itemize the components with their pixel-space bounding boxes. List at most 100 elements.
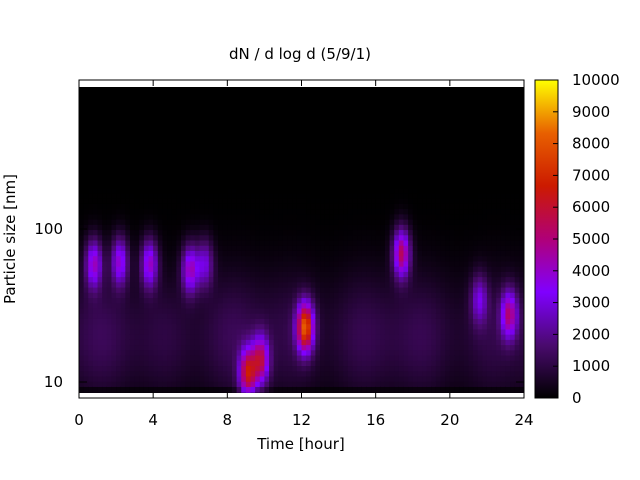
heatmap-cell xyxy=(287,177,293,183)
heatmap-cell xyxy=(398,344,405,351)
heatmap-cell xyxy=(190,198,196,204)
heatmap-cell xyxy=(171,386,177,393)
heatmap-cell xyxy=(412,166,418,173)
heatmap-cell xyxy=(194,245,201,251)
heatmap-cell xyxy=(371,365,377,372)
heatmap-cell xyxy=(301,239,307,246)
heatmap-cell xyxy=(176,224,182,231)
heatmap-cell xyxy=(227,187,233,194)
heatmap-cell xyxy=(357,87,363,89)
heatmap-cell xyxy=(422,198,428,204)
heatmap-cell xyxy=(435,307,442,314)
heatmap-cell xyxy=(231,103,238,110)
heatmap-cell xyxy=(310,266,317,272)
heatmap-cell xyxy=(422,234,428,241)
heatmap-cell xyxy=(431,339,437,346)
heatmap-cell xyxy=(245,370,252,377)
heatmap-cell xyxy=(106,297,113,304)
heatmap-cell xyxy=(454,381,460,387)
heatmap-cell xyxy=(273,109,279,115)
heatmap-cell xyxy=(431,260,437,267)
heatmap-cell xyxy=(371,218,377,225)
heatmap-cell xyxy=(162,124,168,131)
heatmap-cell xyxy=(180,365,187,372)
heatmap-cell xyxy=(185,292,191,299)
heatmap-cell xyxy=(199,213,205,220)
heatmap-cell xyxy=(426,130,432,136)
heatmap-cell xyxy=(380,318,386,325)
heatmap-cell xyxy=(143,109,150,115)
heatmap-cell xyxy=(79,213,85,220)
heatmap-cell xyxy=(83,323,89,330)
heatmap-cell xyxy=(398,250,405,257)
heatmap-cell xyxy=(120,349,126,356)
heatmap-cell xyxy=(199,151,205,157)
heatmap-cell xyxy=(269,334,275,340)
heatmap-cell xyxy=(310,224,317,231)
heatmap-cell xyxy=(408,349,414,356)
heatmap-cell xyxy=(157,151,164,157)
heatmap-cell xyxy=(176,124,182,131)
heatmap-cell xyxy=(153,98,159,105)
heatmap-cell xyxy=(417,381,423,387)
heatmap-cell xyxy=(218,292,224,299)
heatmap-cell xyxy=(273,365,279,372)
heatmap-cell xyxy=(92,370,99,377)
heatmap-cell xyxy=(116,245,122,251)
heatmap-cell xyxy=(227,375,233,382)
heatmap-cell xyxy=(227,218,233,225)
heatmap-cell xyxy=(162,208,168,215)
heatmap-cell xyxy=(454,88,460,95)
heatmap-cell xyxy=(245,260,252,267)
heatmap-cell xyxy=(343,187,349,194)
heatmap-cell xyxy=(324,271,330,278)
heatmap-cell xyxy=(116,354,122,361)
heatmap-cell xyxy=(366,229,372,236)
heatmap-cell xyxy=(129,245,136,251)
heatmap-cell xyxy=(162,88,168,95)
heatmap-cell xyxy=(153,328,159,335)
heatmap-cell xyxy=(394,323,400,330)
heatmap-cell xyxy=(148,229,154,236)
heatmap-cell xyxy=(264,307,270,314)
heatmap-cell xyxy=(120,302,126,309)
heatmap-cell xyxy=(403,334,409,340)
heatmap-cell xyxy=(194,88,201,95)
heatmap-cell xyxy=(111,354,117,361)
heatmap-cell xyxy=(97,124,103,131)
heatmap-cell xyxy=(398,171,405,178)
heatmap-cell xyxy=(153,119,159,126)
heatmap-cell xyxy=(79,124,85,131)
heatmap-cell xyxy=(167,245,173,251)
heatmap-cell xyxy=(199,192,205,199)
heatmap-cell xyxy=(282,391,289,393)
heatmap-cell xyxy=(384,292,391,299)
heatmap-cell xyxy=(417,375,423,382)
heatmap-cell xyxy=(440,391,446,393)
heatmap-cell xyxy=(403,208,409,215)
heatmap-cell xyxy=(343,135,349,142)
heatmap-cell xyxy=(129,203,136,210)
heatmap-cell xyxy=(199,255,205,262)
heatmap-cell xyxy=(278,360,284,367)
heatmap-cell xyxy=(380,391,386,393)
heatmap-cell xyxy=(398,354,405,361)
heatmap-cell xyxy=(92,229,99,236)
heatmap-cell xyxy=(92,266,99,272)
heatmap-cell xyxy=(171,98,177,105)
heatmap-cell xyxy=(338,161,344,168)
heatmap-cell xyxy=(273,171,279,178)
heatmap-cell xyxy=(394,119,400,126)
heatmap-cell xyxy=(204,229,210,236)
heatmap-cell xyxy=(389,323,395,330)
heatmap-cell xyxy=(241,239,247,246)
heatmap-cell xyxy=(222,109,228,115)
heatmap-cell xyxy=(431,87,437,89)
heatmap-cell xyxy=(440,93,446,100)
heatmap-cell xyxy=(208,349,215,356)
heatmap-cell xyxy=(292,239,298,246)
heatmap-cell xyxy=(371,245,377,251)
heatmap-cell xyxy=(273,302,279,309)
heatmap-cell xyxy=(338,370,344,377)
heatmap-cell xyxy=(384,339,391,346)
